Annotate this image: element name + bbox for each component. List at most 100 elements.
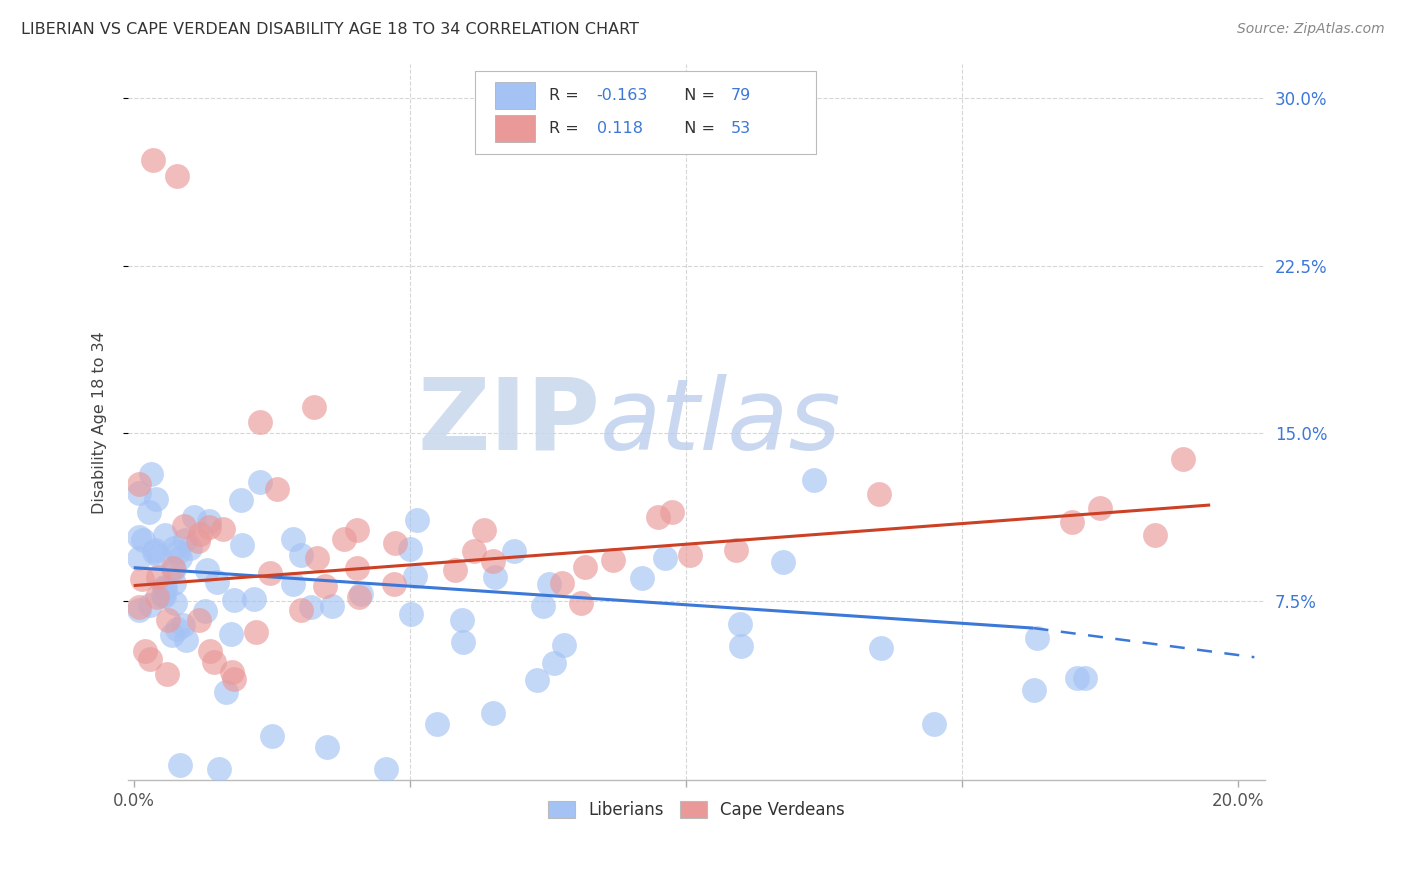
Point <box>1062 515 1084 529</box>
Point <box>134 644 156 658</box>
Point <box>148 549 170 563</box>
Point <box>290 548 312 562</box>
Point <box>484 570 506 584</box>
Text: ZIP: ZIP <box>418 374 600 471</box>
Point <box>346 523 368 537</box>
Point <box>219 627 242 641</box>
Point <box>157 613 180 627</box>
Point <box>474 523 496 537</box>
Point <box>162 561 184 575</box>
Point <box>166 169 188 183</box>
Text: atlas: atlas <box>600 374 842 471</box>
Point <box>163 576 186 591</box>
Point <box>551 575 574 590</box>
Point <box>155 581 177 595</box>
Point <box>153 589 176 603</box>
Point <box>200 644 222 658</box>
Point <box>399 607 422 622</box>
Text: LIBERIAN VS CAPE VERDEAN DISABILITY AGE 18 TO 34 CORRELATION CHART: LIBERIAN VS CAPE VERDEAN DISABILITY AGE … <box>21 22 640 37</box>
Point <box>172 618 194 632</box>
Point <box>153 528 176 542</box>
Point <box>299 599 322 614</box>
Text: 79: 79 <box>731 88 751 103</box>
Text: N =: N = <box>673 88 720 103</box>
Point <box>198 519 221 533</box>
Point <box>152 588 174 602</box>
Point <box>143 544 166 558</box>
Point <box>179 541 201 555</box>
Point <box>868 487 890 501</box>
Point <box>281 577 304 591</box>
Point <box>145 491 167 506</box>
Point <box>166 622 188 636</box>
Point <box>290 602 312 616</box>
Point <box>451 635 474 649</box>
Point <box>382 577 405 591</box>
Point <box>602 553 624 567</box>
Point <box>249 415 271 429</box>
Point <box>1074 671 1097 685</box>
Y-axis label: Disability Age 18 to 34: Disability Age 18 to 34 <box>93 331 107 514</box>
Point <box>661 505 683 519</box>
Point <box>128 530 150 544</box>
Point <box>321 599 343 613</box>
Point <box>399 541 422 556</box>
Point <box>332 532 354 546</box>
Point <box>205 575 228 590</box>
Point <box>302 400 325 414</box>
Point <box>194 604 217 618</box>
Point <box>146 590 169 604</box>
Point <box>174 533 197 548</box>
Point <box>724 543 747 558</box>
Point <box>231 492 253 507</box>
Point <box>346 560 368 574</box>
Point <box>128 599 150 614</box>
Point <box>160 628 183 642</box>
Point <box>221 665 243 680</box>
Point <box>316 739 339 754</box>
Point <box>128 476 150 491</box>
Point <box>167 545 190 559</box>
Point <box>543 656 565 670</box>
Point <box>162 561 184 575</box>
Point <box>176 632 198 647</box>
Point <box>195 562 218 576</box>
Point <box>143 543 166 558</box>
Point <box>128 603 150 617</box>
Point <box>922 717 945 731</box>
Point <box>214 684 236 698</box>
Point <box>630 571 652 585</box>
Point <box>772 555 794 569</box>
Point <box>208 762 231 776</box>
Point <box>350 587 373 601</box>
Point <box>138 505 160 519</box>
Point <box>870 641 893 656</box>
Point <box>450 613 472 627</box>
Point <box>139 467 162 482</box>
Point <box>1026 631 1049 645</box>
Point <box>156 667 179 681</box>
Point <box>281 532 304 546</box>
Point <box>404 568 426 582</box>
Point <box>463 544 485 558</box>
Text: -0.163: -0.163 <box>596 88 648 103</box>
Point <box>188 527 211 541</box>
Point <box>803 473 825 487</box>
Point <box>647 510 669 524</box>
Point <box>128 551 150 566</box>
Point <box>574 560 596 574</box>
Text: N =: N = <box>673 121 720 136</box>
Point <box>375 762 398 776</box>
Point <box>153 580 176 594</box>
Point <box>444 563 467 577</box>
Text: 0.118: 0.118 <box>596 121 643 136</box>
Point <box>266 482 288 496</box>
Point <box>128 485 150 500</box>
Point <box>503 543 526 558</box>
Text: Source: ZipAtlas.com: Source: ZipAtlas.com <box>1237 22 1385 37</box>
Text: 53: 53 <box>731 121 751 136</box>
Point <box>1024 682 1046 697</box>
Point <box>249 475 271 490</box>
Point <box>169 757 191 772</box>
Point <box>259 566 281 581</box>
